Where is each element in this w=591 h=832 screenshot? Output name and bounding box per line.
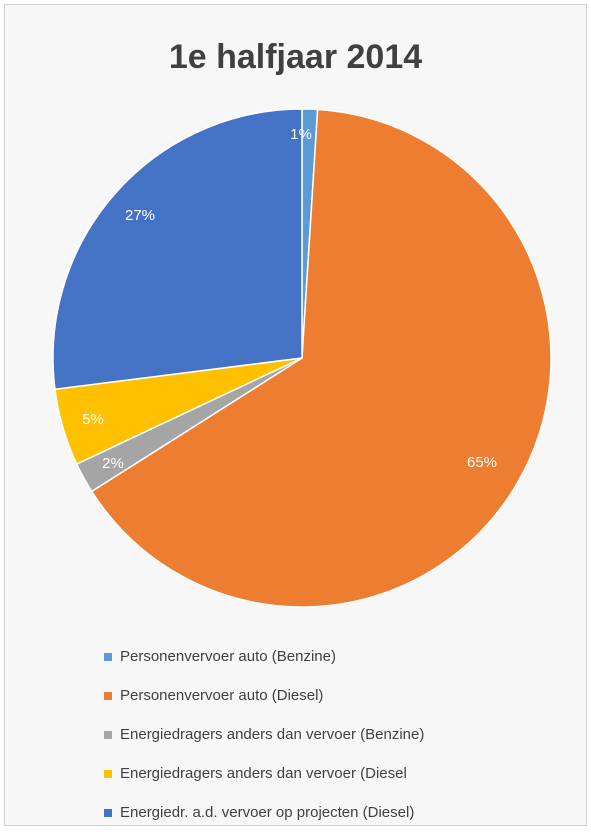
legend-swatch xyxy=(104,652,112,661)
legend-swatch xyxy=(104,730,112,739)
data-label-2: 65% xyxy=(467,454,497,471)
data-label-3: 2% xyxy=(102,455,124,472)
legend-swatch xyxy=(104,808,112,817)
legend-item-5: Energiedr. a.d. vervoer op projecten (Di… xyxy=(104,793,424,832)
legend-item-1: Personenvervoer auto (Benzine) xyxy=(104,637,424,676)
legend-swatch xyxy=(104,769,112,778)
legend-item-4: Energiedragers anders dan vervoer (Diese… xyxy=(104,754,424,793)
pie-slice-2 xyxy=(90,108,552,608)
legend-swatch xyxy=(104,691,112,700)
chart-legend: Personenvervoer auto (Benzine) Personenve… xyxy=(104,637,424,832)
legend-label: Personenvervoer auto (Benzine) xyxy=(120,648,336,665)
data-label-1: 1% xyxy=(290,126,312,143)
legend-label: Personenvervoer auto (Diesel) xyxy=(120,687,324,704)
legend-label: Energiedragers anders dan vervoer (Benzi… xyxy=(120,726,425,743)
data-label-5: 27% xyxy=(125,207,155,224)
legend-item-3: Energiedragers anders dan vervoer (Benzi… xyxy=(104,715,424,754)
pie-slice-5 xyxy=(52,108,303,391)
legend-label: Energiedragers anders dan vervoer (Diese… xyxy=(120,765,407,782)
data-label-4: 5% xyxy=(82,411,104,428)
chart-title: 1e halfjaar 2014 xyxy=(168,38,423,76)
legend-label: Energiedr. a.d. vervoer op projecten (Di… xyxy=(120,804,415,821)
legend-item-2: Personenvervoer auto (Diesel) xyxy=(104,676,424,715)
